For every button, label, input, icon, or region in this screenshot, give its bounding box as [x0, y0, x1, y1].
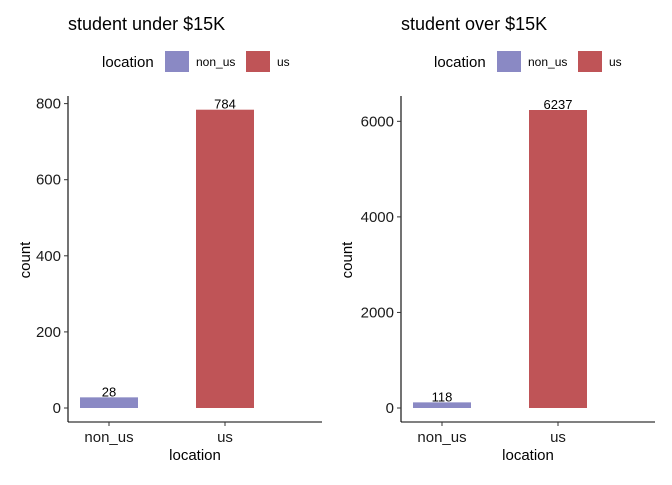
bars: 28 784	[80, 97, 254, 408]
legend-key-non-us	[165, 51, 189, 72]
x-ticks: non_us us	[84, 422, 233, 446]
y-tick-label: 400	[36, 248, 61, 265]
legend-label-non-us: non_us	[196, 55, 235, 69]
legend-title: location	[434, 54, 486, 71]
x-tick-label: non_us	[84, 429, 133, 446]
legend-title: location	[102, 54, 154, 71]
data-label: 28	[102, 384, 116, 399]
data-label: 6237	[544, 97, 573, 112]
x-tick-label: non_us	[417, 429, 466, 446]
legend-key-us	[246, 51, 270, 72]
bar-non-us	[80, 397, 138, 408]
panel-title: student over $15K	[401, 14, 547, 34]
y-tick-label: 4000	[361, 209, 394, 226]
panel-student-over-15k: student over $15K location non_us us 0 20…	[339, 14, 655, 464]
x-tick-label: us	[550, 429, 566, 446]
data-label: 784	[214, 97, 236, 112]
y-tick-label: 2000	[361, 304, 394, 321]
y-tick-label: 0	[386, 400, 394, 417]
y-tick-label: 200	[36, 324, 61, 341]
y-axis-title: count	[17, 241, 34, 279]
bar-us	[196, 109, 254, 408]
legend-key-us	[578, 51, 602, 72]
y-axis-title: count	[339, 241, 356, 279]
bar-non-us	[413, 402, 471, 408]
y-tick-label: 0	[53, 400, 61, 417]
bars: 118 6237	[413, 97, 587, 408]
x-axis-title: location	[169, 447, 221, 464]
legend: location non_us us	[434, 51, 622, 72]
panel-title: student under $15K	[68, 14, 225, 34]
x-tick-label: us	[217, 429, 233, 446]
legend-label-us: us	[277, 55, 290, 69]
bar-us	[529, 109, 587, 408]
y-tick-label: 800	[36, 96, 61, 113]
legend-key-non-us	[497, 51, 521, 72]
y-ticks: 0 200 400 600 800	[36, 96, 68, 417]
legend-label-non-us: non_us	[528, 55, 567, 69]
y-tick-label: 600	[36, 172, 61, 189]
x-ticks: non_us us	[417, 422, 566, 446]
y-tick-label: 6000	[361, 113, 394, 130]
data-label: 118	[432, 389, 453, 404]
legend-label-us: us	[609, 55, 622, 69]
legend: location non_us us	[102, 51, 290, 72]
x-axis-title: location	[502, 447, 554, 464]
y-ticks: 0 2000 4000 6000	[361, 113, 401, 417]
panel-student-under-15k: student under $15K location non_us us 0 2…	[17, 14, 322, 464]
